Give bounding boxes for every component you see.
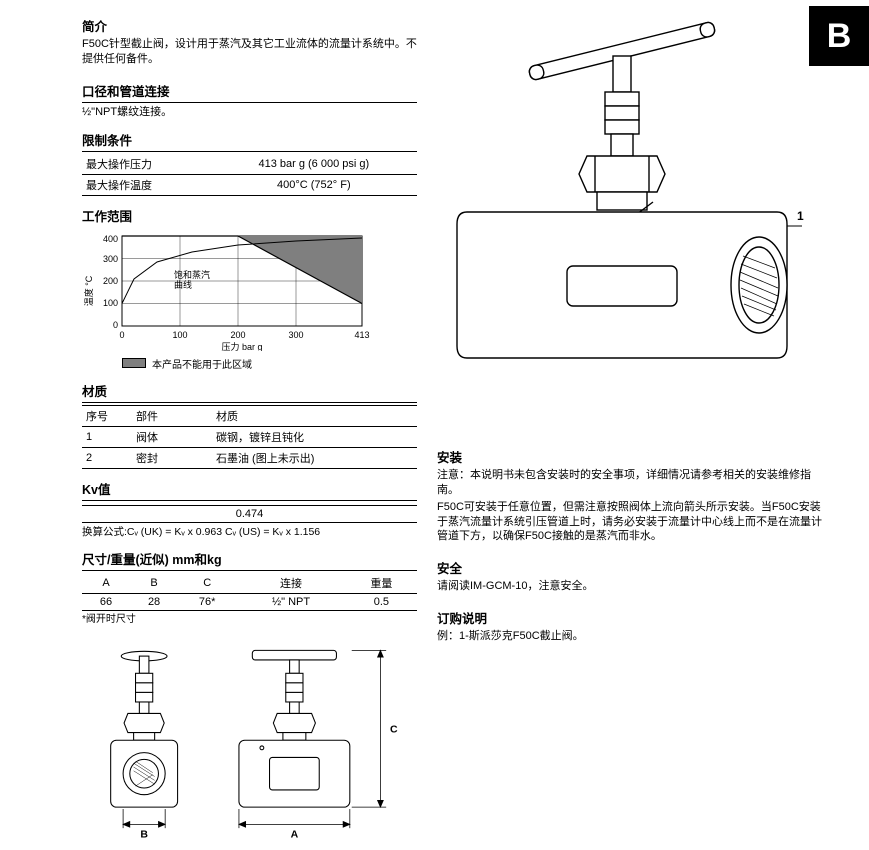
table-cell: 28: [130, 593, 178, 610]
svg-text:C: C: [390, 724, 398, 736]
valve-front-view: B: [82, 640, 206, 850]
svg-text:B: B: [140, 829, 148, 841]
table-cell: 76*: [178, 593, 236, 610]
kv-title: Kv值: [82, 479, 417, 498]
svg-text:A: A: [291, 829, 299, 841]
materials-title: 材质: [82, 381, 417, 403]
right-text-block: 安装 注意：本说明书未包含安装时的安全事项，详细情况请参考相关的安装维修指南。 …: [437, 447, 827, 644]
limits-row-val: 413 bar g (6 000 psi g): [211, 154, 417, 175]
svg-text:100: 100: [172, 330, 187, 340]
svg-text:300: 300: [103, 254, 118, 264]
operating-range-chart: 饱和蒸汽 曲线 0 100 200 300 400 0 100 200 300 …: [82, 231, 382, 351]
table-header: 连接: [236, 573, 345, 594]
svg-text:0: 0: [119, 330, 124, 340]
table-cell: 2: [82, 447, 132, 468]
table-cell: 石墨油 (图上未示出): [212, 447, 417, 468]
valve-illustration: 1: [437, 6, 807, 406]
valve-side-view: A C: [216, 640, 417, 850]
safety-text: 请阅读IM-GCM-10，注意安全。: [437, 579, 827, 594]
limits-row-key: 最大操作压力: [82, 154, 211, 175]
left-column: 简介 F50C针型截止阀，设计用于蒸汽及其它工业流体的流量计系统中。不提供任何备…: [82, 6, 417, 850]
svg-text:0: 0: [113, 320, 118, 330]
table-cell: 1: [82, 426, 132, 447]
table-cell: 碳钢，镀锌且钝化: [212, 426, 417, 447]
dimensional-drawings: B: [82, 640, 417, 850]
limits-title: 限制条件: [82, 130, 417, 152]
table-header: 部件: [132, 405, 212, 426]
order-title: 订购说明: [437, 608, 827, 627]
table-header: B: [130, 573, 178, 594]
svg-text:饱和蒸汽: 饱和蒸汽: [174, 269, 210, 280]
svg-text:400: 400: [103, 234, 118, 244]
table-header: A: [82, 573, 130, 594]
svg-text:1: 1: [797, 209, 804, 223]
table-cell: 密封: [132, 447, 212, 468]
page-content: 简介 F50C针型截止阀，设计用于蒸汽及其它工业流体的流量计系统中。不提供任何备…: [0, 6, 869, 850]
legend-label: 本产品不能用于此区域: [152, 356, 252, 371]
table-header: C: [178, 573, 236, 594]
table-header: 序号: [82, 405, 132, 426]
dims-title: 尺寸/重量(近似) mm和kg: [82, 549, 417, 571]
intro-text: F50C针型截止阀，设计用于蒸汽及其它工业流体的流量计系统中。不提供任何备件。: [82, 37, 417, 67]
legend-swatch: [122, 358, 146, 368]
installation-title: 安装: [437, 447, 827, 466]
sizes-text: ½"NPT螺纹连接。: [82, 105, 417, 120]
installation-p1: 注意：本说明书未包含安装时的安全事项，详细情况请参考相关的安装维修指南。: [437, 468, 827, 498]
limits-row-val: 400°C (752° F): [211, 174, 417, 195]
dims-note: *阀开时尺寸: [82, 613, 417, 627]
svg-text:200: 200: [103, 276, 118, 286]
kv-table: 0.474: [82, 500, 417, 523]
table-cell: 阀体: [132, 426, 212, 447]
limits-table: 最大操作压力 413 bar g (6 000 psi g) 最大操作温度 40…: [82, 154, 417, 196]
order-text: 例：1-斯派莎克F50C截止阀。: [437, 629, 827, 644]
kv-formula: 换算公式:Cᵥ (UK) = Kᵥ x 0.963 Cᵥ (US) = Kᵥ x…: [82, 525, 417, 539]
svg-text:温度 °C: 温度 °C: [83, 275, 94, 306]
svg-text:413: 413: [354, 330, 369, 340]
sizes-title: 口径和管道连接: [82, 81, 417, 103]
installation-p2: F50C可安装于任意位置，但需注意按照阀体上流向箭头所示安装。当F50C安装于蒸…: [437, 500, 827, 545]
dims-table: A B C 连接 重量 66 28 76* ½" NPT 0.5: [82, 573, 417, 611]
svg-text:曲线: 曲线: [174, 279, 192, 290]
table-cell: ½" NPT: [236, 593, 345, 610]
table-header: 重量: [346, 573, 417, 594]
table-cell: 66: [82, 593, 130, 610]
section-tag: B: [809, 6, 869, 66]
svg-text:100: 100: [103, 298, 118, 308]
table-header: 材质: [212, 405, 417, 426]
right-column: 1 安装 注意：本说明书未包含安装时的安全事项，详细情况请参考相关的安装维修指南…: [437, 6, 827, 850]
oprange-title: 工作范围: [82, 206, 417, 225]
svg-text:压力 bar g: 压力 bar g: [221, 341, 262, 351]
limits-row-key: 最大操作温度: [82, 174, 211, 195]
materials-table: 序号 部件 材质 1 阀体 碳钢，镀锌且钝化 2 密封 石墨油 (图上未示出): [82, 405, 417, 469]
chart-legend: 本产品不能用于此区域: [122, 356, 417, 371]
intro-title: 简介: [82, 16, 417, 35]
svg-text:300: 300: [288, 330, 303, 340]
kv-value: 0.474: [82, 505, 417, 522]
safety-title: 安全: [437, 558, 827, 577]
svg-text:200: 200: [230, 330, 245, 340]
table-cell: 0.5: [346, 593, 417, 610]
